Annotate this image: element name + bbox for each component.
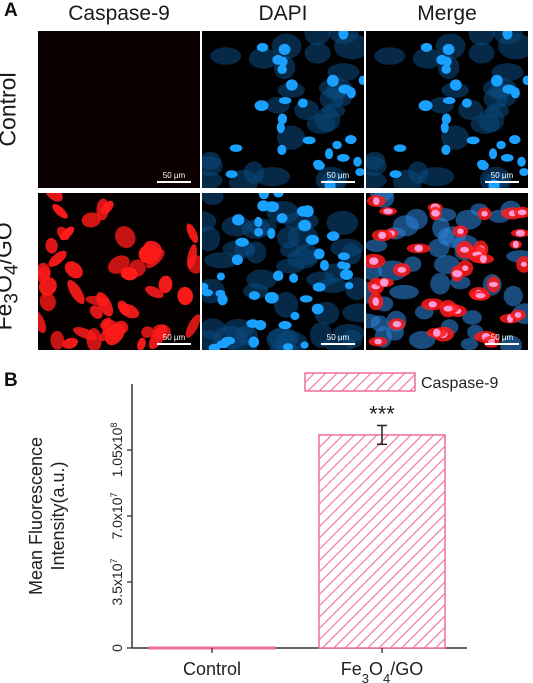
control-merge-field	[366, 31, 528, 188]
fe3o4go-merge-field	[366, 193, 528, 350]
scale-bar: 50 μm	[157, 171, 191, 183]
bar-chart: 0 3.5x107 7.0x107 1.05x108 Mean Fluorescence…	[26, 372, 498, 683]
y-tick-label: 7.0x107	[109, 492, 125, 539]
y-tick-label: 1.05x108	[109, 423, 125, 478]
image-fe3o4go-caspase9: 50 μm	[38, 193, 200, 350]
x-tick-label: Fe3O4/GO	[341, 659, 424, 683]
panel-b-letter: B	[4, 370, 18, 391]
column-header-dapi: DAPI	[258, 2, 308, 25]
bar-fe3o4go	[318, 434, 446, 649]
y-axis-label: Mean Fluorescence	[26, 437, 46, 595]
column-header-merge: Merge	[417, 2, 477, 25]
y-tick-label: 3.5x107	[109, 558, 125, 605]
control-dapi-field	[202, 31, 364, 188]
scale-bar: 50 μm	[485, 333, 519, 345]
scale-bar: 50 μm	[485, 171, 519, 183]
image-control-dapi: 50 μm	[202, 31, 364, 188]
image-fe3o4go-dapi: 50 μm	[202, 193, 364, 350]
control-caspase9-field	[38, 31, 200, 188]
column-header-caspase9: Caspase-9	[68, 2, 170, 25]
x-tick-label: Control	[183, 659, 241, 679]
legend-swatch	[304, 372, 416, 392]
row-label-control: Control	[0, 72, 21, 147]
legend-label: Caspase-9	[421, 375, 498, 392]
scale-bar: 50 μm	[321, 171, 355, 183]
panel-a-letter: A	[4, 0, 18, 21]
fe3o4go-dapi-field	[202, 193, 364, 350]
scale-bar: 50 μm	[157, 333, 191, 345]
y-axis-label: Intensity(a.u.)	[48, 461, 68, 570]
fe3o4go-caspase9-field	[38, 193, 200, 350]
scale-bar: 50 μm	[321, 333, 355, 345]
image-control-merge: 50 μm	[366, 31, 528, 188]
row-label-fe3o4-go: Fe3O4/GO	[0, 222, 23, 331]
image-control-caspase9: 50 μm	[38, 31, 200, 188]
y-tick-label: 0	[109, 644, 125, 652]
significance-marker: ***	[369, 401, 395, 426]
image-fe3o4go-merge: 50 μm	[366, 193, 528, 350]
